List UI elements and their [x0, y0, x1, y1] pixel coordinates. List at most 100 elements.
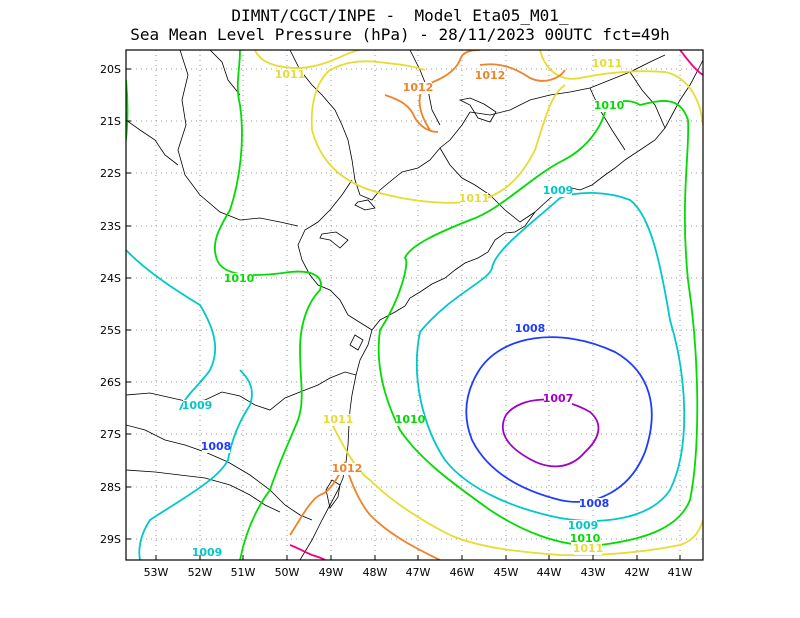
isobar-1012 — [289, 50, 566, 560]
border-line — [289, 50, 471, 201]
lat-tick-label: 29S — [100, 533, 121, 546]
lat-tick-label: 25S — [100, 324, 121, 337]
isobar-1007 — [501, 398, 600, 468]
isobar-1013 — [289, 50, 703, 560]
contour-label-bg — [202, 441, 230, 453]
isobar-1011 — [254, 50, 703, 557]
isobar-1009 — [415, 192, 686, 522]
contour-label-1009: 1009 — [192, 546, 223, 559]
contour-label-bg — [183, 400, 211, 412]
lon-tick-label: 48W — [363, 566, 388, 579]
lat-tick-label: 21S — [100, 115, 121, 128]
plot-frame — [125, 49, 704, 561]
contour-label-1007: 1007 — [543, 392, 574, 405]
border-line — [629, 71, 666, 129]
lon-tick-label: 49W — [319, 566, 344, 579]
lon-tick-label: 52W — [188, 566, 213, 579]
border-line — [126, 469, 281, 513]
border-line — [439, 147, 536, 223]
contour-label-1012: 1012 — [332, 462, 363, 475]
contour-label-bg — [595, 100, 623, 112]
coastline-and-borders — [126, 50, 703, 560]
lon-tick-label: 47W — [406, 566, 431, 579]
isobar-1012-b — [384, 94, 439, 133]
contour-label-1011: 1011 — [275, 68, 306, 81]
border-line — [126, 119, 179, 166]
contour-label-1008: 1008 — [201, 440, 232, 453]
coastline — [299, 59, 703, 560]
lon-tick-label: 43W — [581, 566, 606, 579]
lat-tick-label: 27S — [100, 428, 121, 441]
lat-tick-label: 23S — [100, 220, 121, 233]
isobar-1010 — [377, 100, 699, 547]
contour-label-1010: 1010 — [224, 272, 255, 285]
contour-label-1009: 1009 — [182, 399, 213, 412]
contour-label-bg — [225, 273, 253, 285]
longitude-labels: 53W 52W 51W 50W 49W 48W 47W 46W 45W 44W 43W 42W 41W — [144, 555, 693, 579]
border-line — [297, 179, 373, 331]
contour-label-1010: 1010 — [594, 99, 625, 112]
contour-label-1012: 1012 — [475, 69, 506, 82]
title-line-1: DIMNT/CGCT/INPE - Model Eta05_M01_ — [231, 6, 569, 25]
contour-label-1011: 1011 — [323, 413, 354, 426]
contour-label-1009: 1009 — [568, 519, 599, 532]
island-coast — [325, 479, 341, 509]
border-line — [458, 97, 497, 123]
border-line — [589, 87, 626, 151]
contour-label-1010: 1010 — [570, 532, 601, 545]
border-line — [126, 371, 357, 411]
border-line — [469, 54, 666, 116]
isobar-1009-west — [126, 249, 253, 560]
lat-tick-label: 22S — [100, 167, 121, 180]
lat-tick-label: 20S — [100, 63, 121, 76]
contour-label-1011: 1011 — [573, 542, 604, 555]
border-line — [349, 334, 364, 351]
border-line — [354, 199, 376, 211]
lat-lon-grid — [126, 50, 703, 560]
lat-tick-label: 28S — [100, 481, 121, 494]
contour-label-1009: 1009 — [543, 184, 574, 197]
lon-tick-label: 51W — [231, 566, 256, 579]
lon-tick-label: 46W — [450, 566, 475, 579]
contour-label-1008: 1008 — [579, 497, 610, 510]
map-title: DIMNT/CGCT/INPE - Model Eta05_M01_ Sea M… — [0, 6, 800, 44]
border-line — [319, 231, 349, 249]
lon-tick-label: 42W — [625, 566, 650, 579]
isobar-1008 — [465, 336, 653, 503]
contour-label-bg — [460, 193, 488, 205]
latitude-labels: 20S 21S 22S 23S 24S 25S 26S 27S 28S 29S — [100, 63, 131, 546]
lon-tick-label: 50W — [275, 566, 300, 579]
contour-label-bg — [324, 414, 352, 426]
contour-label-bg — [580, 498, 608, 510]
contour-label-bg — [404, 82, 432, 94]
contour-label-bg — [593, 58, 621, 70]
contour-label-bg — [571, 533, 599, 545]
contour-label-bg — [544, 185, 572, 197]
contour-label-bg — [574, 543, 602, 555]
isobar-1011-b — [310, 60, 426, 131]
contour-label-1008: 1008 — [515, 322, 546, 335]
contour-label-bg — [276, 69, 304, 81]
lon-tick-label: 44W — [537, 566, 562, 579]
border-line — [177, 50, 299, 227]
lat-tick-label: 26S — [100, 376, 121, 389]
lon-tick-label: 45W — [494, 566, 519, 579]
contour-label-bg — [516, 323, 544, 335]
contour-label-1011: 1011 — [592, 57, 623, 70]
lon-tick-label: 53W — [144, 566, 169, 579]
contour-label-bg — [333, 463, 361, 475]
border-line — [126, 424, 313, 521]
isobar-contours — [126, 50, 703, 560]
contour-label-bg — [544, 393, 572, 405]
contour-label-1010: 1010 — [395, 413, 426, 426]
contour-label-bg — [569, 520, 597, 532]
lon-tick-label: 41W — [668, 566, 693, 579]
contour-label-bg — [396, 414, 424, 426]
contour-label-1011: 1011 — [459, 192, 490, 205]
contour-label-bg — [476, 70, 504, 82]
title-line-2: Sea Mean Level Pressure (hPa) - 28/11/20… — [130, 25, 670, 44]
contour-label-1012: 1012 — [403, 81, 434, 94]
lat-tick-label: 24S — [100, 272, 121, 285]
